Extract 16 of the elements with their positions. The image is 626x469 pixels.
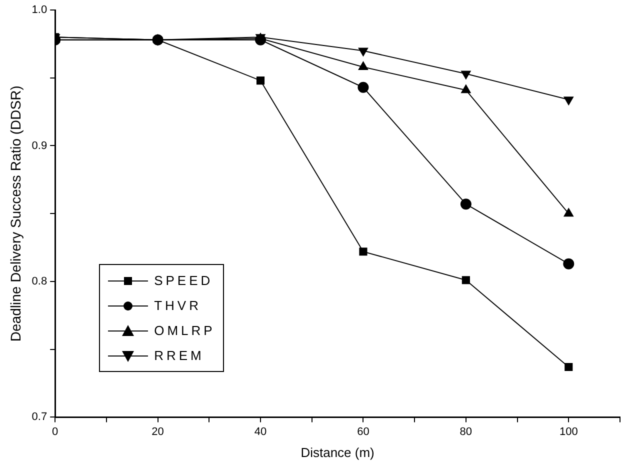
x-tick-label: 0 xyxy=(52,426,58,438)
y-axis-title: Deadline Delivery Success Ratio (DDSR) xyxy=(7,86,24,342)
y-tick-label: 0.9 xyxy=(32,140,48,152)
x-tick-label: 100 xyxy=(559,426,578,438)
y-tick-label: 1.0 xyxy=(32,4,48,16)
y-tick-label: 0.7 xyxy=(32,411,48,424)
legend-label: SPEED xyxy=(154,273,214,288)
legend-label: THVR xyxy=(154,298,202,314)
x-tick-label: 20 xyxy=(152,426,164,438)
x-axis-title: Distance (m) xyxy=(300,444,374,460)
y-tick-label: 0.8 xyxy=(32,276,48,288)
x-tick-label: 60 xyxy=(357,426,370,438)
x-tick-label: 80 xyxy=(460,426,472,438)
legend-label: RREM xyxy=(154,348,204,364)
x-tick-label: 40 xyxy=(254,426,267,438)
legend-label: OMLRP xyxy=(154,323,216,338)
